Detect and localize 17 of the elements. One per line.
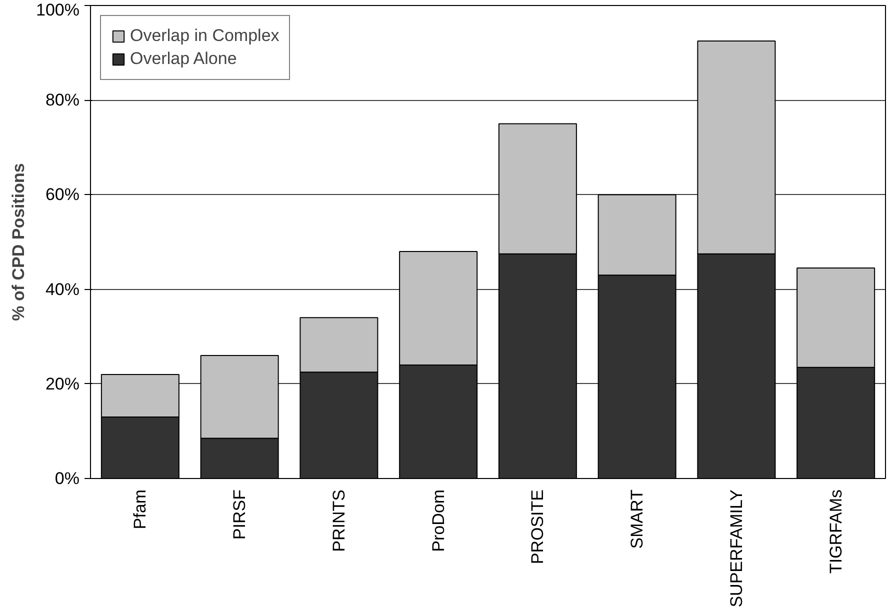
x-tick-label: SMART — [628, 489, 647, 549]
x-tick-label: ProDom — [428, 489, 448, 552]
x-tick-label: TIGRFAMs — [826, 489, 846, 574]
y-axis-title: % of CPD Positions — [9, 163, 28, 321]
y-tick-label: 80% — [45, 90, 80, 110]
y-tick-label: 60% — [45, 185, 80, 204]
y-tick-label: 0% — [54, 469, 80, 488]
x-tick-label: PIRSF — [230, 490, 250, 540]
legend-label: Overlap in Complex — [130, 26, 280, 46]
legend-label: Overlap Alone — [130, 49, 237, 69]
y-tick-label: 40% — [45, 280, 80, 299]
x-tick-label: PROSITE — [528, 490, 548, 564]
y-tick-label: 100% — [36, 0, 80, 20]
y-tick-label: 20% — [45, 374, 80, 394]
x-tick-label: SUPERFAMILY — [726, 489, 746, 608]
x-tick-label: PRINTS — [329, 489, 348, 552]
x-tick-label: Pfam — [130, 489, 150, 530]
